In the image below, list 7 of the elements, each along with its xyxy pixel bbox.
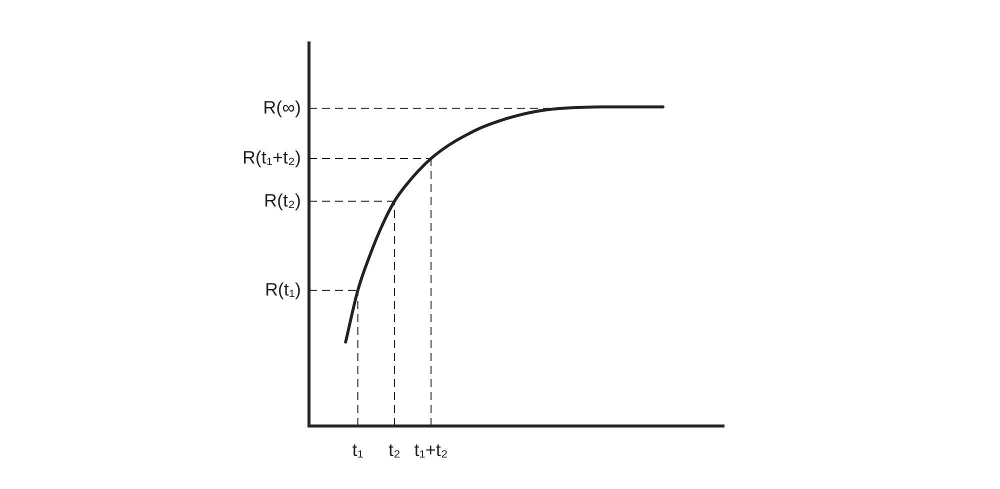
- ref-line-label: R(t₁): [264, 279, 301, 300]
- ref-line-label: R(t₂): [264, 190, 301, 210]
- ref-line-label: R(t₁+t₂): [242, 148, 301, 168]
- x-tick-label: t₁: [352, 440, 364, 460]
- x-tick-label: t₁+t₂: [414, 440, 448, 460]
- ref-line-label: R(∞): [263, 97, 301, 118]
- x-tick-label: t₂: [388, 440, 400, 460]
